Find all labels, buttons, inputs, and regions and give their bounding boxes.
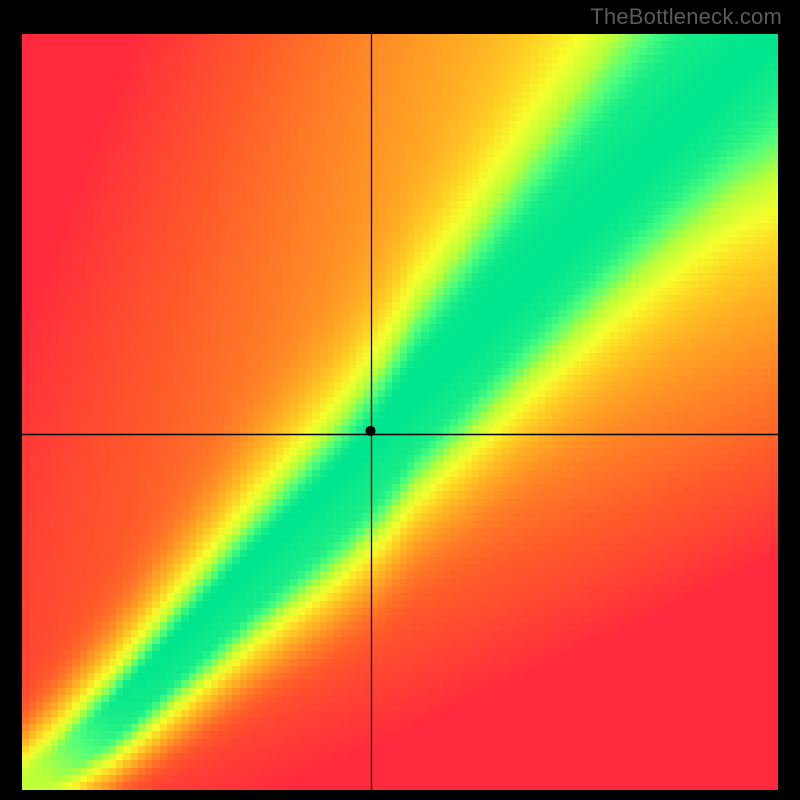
heatmap-canvas: [22, 34, 778, 790]
watermark-label: TheBottleneck.com: [590, 4, 782, 30]
chart-frame: TheBottleneck.com: [0, 0, 800, 800]
heatmap-plot: [22, 34, 778, 790]
